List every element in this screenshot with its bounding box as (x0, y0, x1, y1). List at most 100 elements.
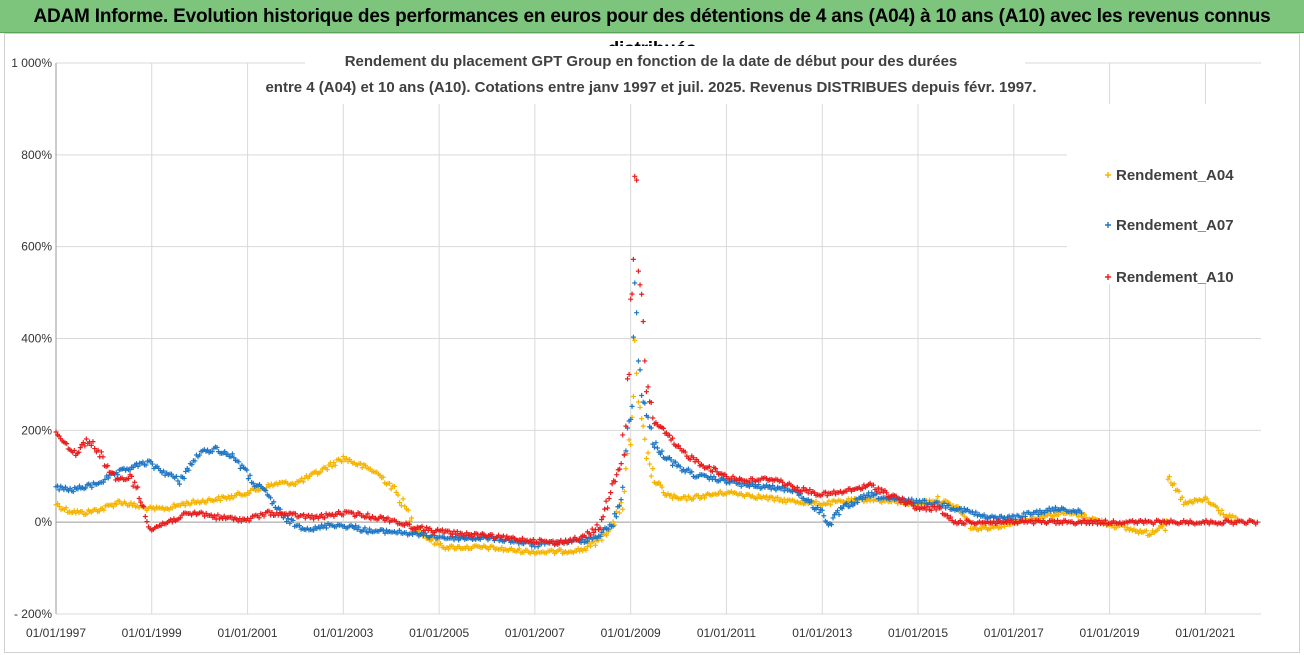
data-point (824, 519, 830, 525)
data-point (530, 537, 536, 543)
title-background (305, 46, 1025, 104)
data-point (385, 515, 391, 521)
data-point (535, 540, 541, 546)
data-point (89, 484, 95, 490)
data-point (858, 494, 864, 500)
data-point (215, 512, 221, 518)
data-point (125, 476, 131, 482)
data-point (632, 173, 638, 179)
data-point (1162, 527, 1168, 533)
data-point (632, 280, 638, 286)
data-point (620, 506, 626, 512)
legend-label: Rendement_A10 (1116, 269, 1234, 286)
data-point (709, 468, 715, 474)
data-point (217, 497, 223, 503)
data-point (53, 429, 59, 435)
data-point (173, 473, 179, 479)
data-point (717, 477, 723, 483)
data-point (1031, 521, 1037, 527)
data-point (231, 455, 237, 461)
data-point (618, 497, 624, 503)
data-point (1136, 530, 1142, 536)
data-point (382, 530, 388, 536)
legend-marker (1105, 274, 1111, 280)
data-point (261, 513, 267, 519)
data-point (101, 507, 107, 513)
data-point (350, 510, 356, 516)
data-point (682, 449, 688, 455)
data-point (1002, 523, 1008, 529)
data-point (405, 507, 411, 513)
data-point (1096, 517, 1102, 523)
data-point (491, 544, 497, 550)
x-tick-label: 01/01/1997 (26, 626, 86, 640)
data-point (670, 462, 676, 468)
data-point (1204, 496, 1210, 502)
x-tick-label: 01/01/2007 (505, 626, 565, 640)
data-point (621, 488, 627, 494)
data-point (284, 519, 290, 525)
grid (55, 62, 1261, 615)
data-point (588, 543, 594, 549)
x-axis-ticks: 01/01/1997 01/01/1999 01/01/2001 01/01/2003… (26, 626, 1236, 640)
data-point (128, 500, 134, 506)
data-point (380, 474, 386, 480)
data-point (690, 496, 696, 502)
data-point (356, 524, 362, 530)
data-point (396, 527, 402, 533)
data-point (606, 496, 612, 502)
data-point (79, 508, 85, 514)
data-point (620, 484, 626, 490)
data-point (269, 510, 275, 516)
data-point (82, 443, 88, 449)
data-point (141, 504, 147, 510)
data-point (1074, 510, 1080, 516)
data-point (625, 376, 631, 382)
data-point (183, 468, 189, 474)
data-point (129, 473, 135, 479)
data-point (685, 466, 691, 472)
data-point (944, 513, 950, 519)
data-point (943, 505, 949, 511)
data-point (402, 503, 408, 509)
data-point (100, 454, 106, 460)
data-point (637, 367, 643, 373)
data-point (874, 488, 880, 494)
data-point (340, 454, 346, 460)
data-point (676, 443, 682, 449)
chart-title-line-1: Rendement du placement GPT Group en fonc… (345, 53, 958, 70)
data-point (1056, 512, 1062, 518)
data-point (1034, 508, 1040, 514)
data-point (819, 507, 825, 513)
x-tick-label: 01/01/1999 (122, 626, 182, 640)
data-point (362, 463, 368, 469)
data-point (77, 445, 83, 451)
data-point (323, 525, 329, 531)
data-point (1051, 513, 1057, 519)
data-point (67, 485, 73, 491)
data-point (584, 544, 590, 550)
data-point (140, 459, 146, 465)
data-point (829, 522, 835, 528)
data-point (292, 482, 298, 488)
data-point (142, 514, 148, 520)
data-point (957, 518, 963, 524)
data-point (1088, 518, 1094, 524)
data-point (867, 494, 873, 500)
data-point (144, 519, 150, 525)
data-point (754, 495, 760, 501)
data-point (660, 490, 666, 496)
data-point (322, 515, 328, 521)
data-point (799, 488, 805, 494)
data-point (896, 497, 902, 503)
data-point (550, 538, 556, 544)
data-point (111, 470, 117, 476)
x-tick-label: 01/01/2015 (888, 626, 948, 640)
data-point (808, 498, 814, 504)
x-tick-label: 01/01/2011 (697, 626, 756, 640)
data-point (922, 497, 928, 503)
data-point (1143, 528, 1149, 534)
data-point (909, 500, 915, 506)
banner-title: ADAM Informe. Evolution historique des p… (0, 0, 1304, 60)
data-point (687, 457, 693, 463)
